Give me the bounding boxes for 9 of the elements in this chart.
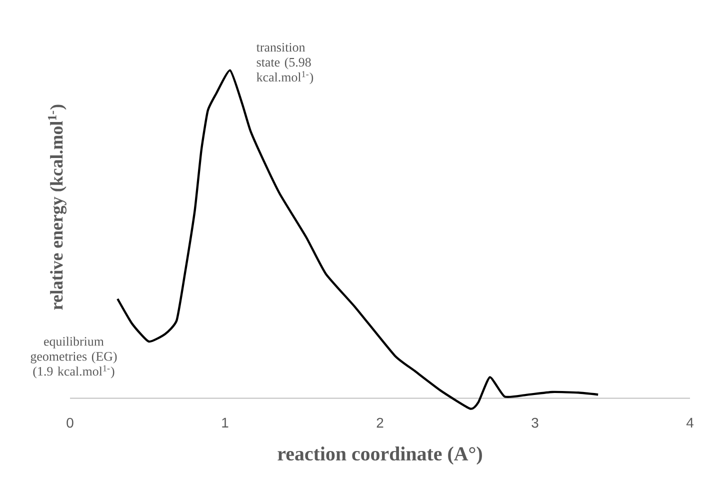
x-tick-label: 4 <box>686 418 694 428</box>
x-tick-label: 1 <box>222 418 228 428</box>
x-tick-label: 0 <box>66 418 74 428</box>
x-axis-title: reaction coordinate (A°) <box>278 446 482 465</box>
y-axis-title: relative energy (kcal.mol$^{1-}$) <box>48 104 66 310</box>
annotation: transition state (5.98 kcal.mol$^{1-}$) <box>256 42 314 84</box>
x-tick-label: 2 <box>376 418 384 428</box>
x-tick-label: 3 <box>532 418 538 428</box>
annotation: equilibrium geometries (EG) (1.9 kcal.mol$^{1-}$) <box>30 336 117 378</box>
